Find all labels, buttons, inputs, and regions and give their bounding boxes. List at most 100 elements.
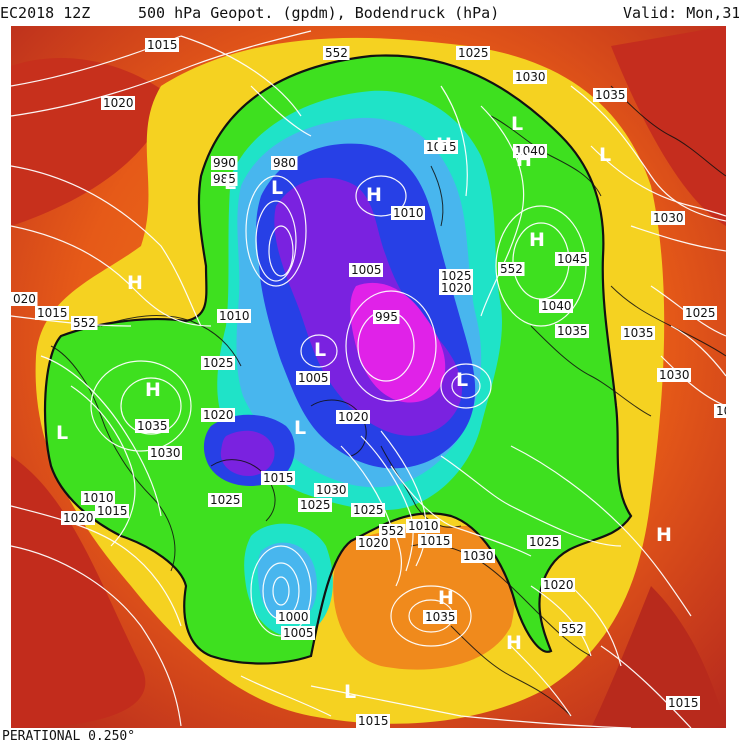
contour-label: 1025: [529, 535, 560, 549]
contour-label: 1035: [623, 326, 654, 340]
contour-label: 1015: [147, 38, 178, 52]
contour-label-bg: [11, 292, 38, 306]
contour-label-bg: [356, 714, 390, 728]
contour-label-bg: [276, 610, 310, 624]
contour-label: 985: [213, 172, 236, 186]
contour-label-bg: [406, 519, 440, 533]
contour-label: 552: [325, 46, 348, 60]
contour-label-bg: [498, 262, 525, 276]
contour-label: 1025: [458, 46, 489, 60]
contour-label: 1020: [543, 578, 574, 592]
contour-label: 1020: [203, 408, 234, 422]
contour-label-bg: [298, 498, 332, 512]
contour-label: 1025: [300, 498, 331, 512]
high-pressure-marker: H: [436, 134, 452, 156]
map-panel: 1015 1020 552 1025 1030 1035 990 985 980 1015 1040…: [11, 26, 726, 728]
contour-label-bg: [101, 96, 135, 110]
contour-label-bg: [439, 269, 473, 283]
purple-blob-hudson: [220, 430, 275, 476]
contour-label: 1020: [441, 281, 472, 295]
low-pressure-marker: L: [511, 113, 523, 135]
low-pressure-marker: L: [56, 422, 68, 444]
contour-label-bg: [541, 578, 575, 592]
contour-label-bg: [95, 504, 129, 518]
high-pressure-marker: H: [366, 184, 382, 206]
contour-label: 1030: [659, 368, 690, 382]
deep-red-east: [611, 26, 726, 226]
contour-label-bg: [35, 306, 69, 320]
contour-label-bg: [651, 211, 685, 225]
high-pressure-marker: H: [529, 229, 545, 251]
contour-label: 1040: [515, 144, 546, 158]
contour-label: 1000: [278, 610, 309, 624]
contour-label: 1015: [97, 504, 128, 518]
contour-label: 1035: [557, 324, 588, 338]
contour-label: 102: [716, 404, 726, 418]
contour-label: 1035: [595, 88, 626, 102]
contour-label: 1025: [685, 306, 716, 320]
contour-label: 1010: [393, 206, 424, 220]
high-pressure-marker: H: [127, 272, 143, 294]
contour-label: 1010: [83, 491, 114, 505]
low-pressure-marker: L: [344, 681, 356, 703]
contour-label-bg: [81, 491, 115, 505]
contour-label: 1010: [219, 309, 250, 323]
contour-label-bg: [391, 206, 425, 220]
contour-label: 1045: [557, 252, 588, 266]
map-header: EC2018 12Z 500 hPa Geopot. (gpdm), Boden…: [0, 0, 739, 26]
contour-label-bg: [593, 88, 627, 102]
contour-label-bg: [657, 368, 691, 382]
contour-label: 1025: [441, 269, 472, 283]
chart-title: 500 hPa Geopot. (gpdm), Bodendruck (hPa): [138, 4, 500, 22]
contour-label-bg: [296, 371, 330, 385]
contour-label-bg: [666, 696, 700, 710]
contour-label-bg: [148, 446, 182, 460]
contour-label-bg: [373, 310, 400, 324]
contour-label-bg: [379, 524, 406, 538]
contour-label-bg: [135, 419, 169, 433]
contour-label-bg: [314, 483, 348, 497]
contour-label-bg: [424, 140, 458, 154]
high-pressure-marker: H: [516, 149, 532, 171]
contour-label-bg: [217, 309, 251, 323]
contour-label: 1030: [463, 549, 494, 563]
contour-label-bg: [323, 46, 350, 60]
contour-label: 552: [73, 316, 96, 330]
contour-label-bg: [621, 326, 655, 340]
contour-label: 1010: [408, 519, 439, 533]
contour-label-bg: [513, 70, 547, 84]
contour-label: 1005: [283, 626, 314, 640]
contour-label-bg: [439, 281, 473, 295]
contour-label: 1015: [426, 140, 457, 154]
low-pressure-marker: L: [224, 172, 236, 194]
contour-label: 1005: [298, 371, 329, 385]
isoheight-552-line: [43, 54, 633, 665]
contour-label: 552: [561, 622, 584, 636]
contour-label-bg: [683, 306, 717, 320]
deep-red-southwest: [11, 456, 146, 728]
deep-red-southeast: [591, 586, 726, 728]
contour-label: 1030: [150, 446, 181, 460]
contour-label-bg: [513, 144, 547, 158]
contour-label: 1030: [653, 211, 684, 225]
contour-label: 1020: [338, 410, 369, 424]
contour-label: 995: [375, 310, 398, 324]
contour-label-bg: [714, 404, 726, 418]
valid-time-label: Valid: Mon,31D: [623, 4, 739, 22]
low-pressure-marker: L: [314, 339, 326, 361]
map-footer: PERATIONAL 0.250°: [0, 729, 739, 744]
model-run-label: EC2018 12Z: [0, 4, 91, 22]
contour-label: 1030: [515, 70, 546, 84]
contour-label-bg: [356, 536, 390, 550]
low-pressure-marker: L: [294, 417, 306, 439]
contour-label-bg: [539, 299, 573, 313]
contour-label: 1015: [420, 534, 451, 548]
contour-label: 1015: [668, 696, 699, 710]
contour-label-bg: [418, 534, 452, 548]
high-pressure-marker: H: [506, 632, 522, 654]
high-pressure-marker: H: [438, 587, 454, 609]
contour-label: 1020: [358, 536, 389, 550]
